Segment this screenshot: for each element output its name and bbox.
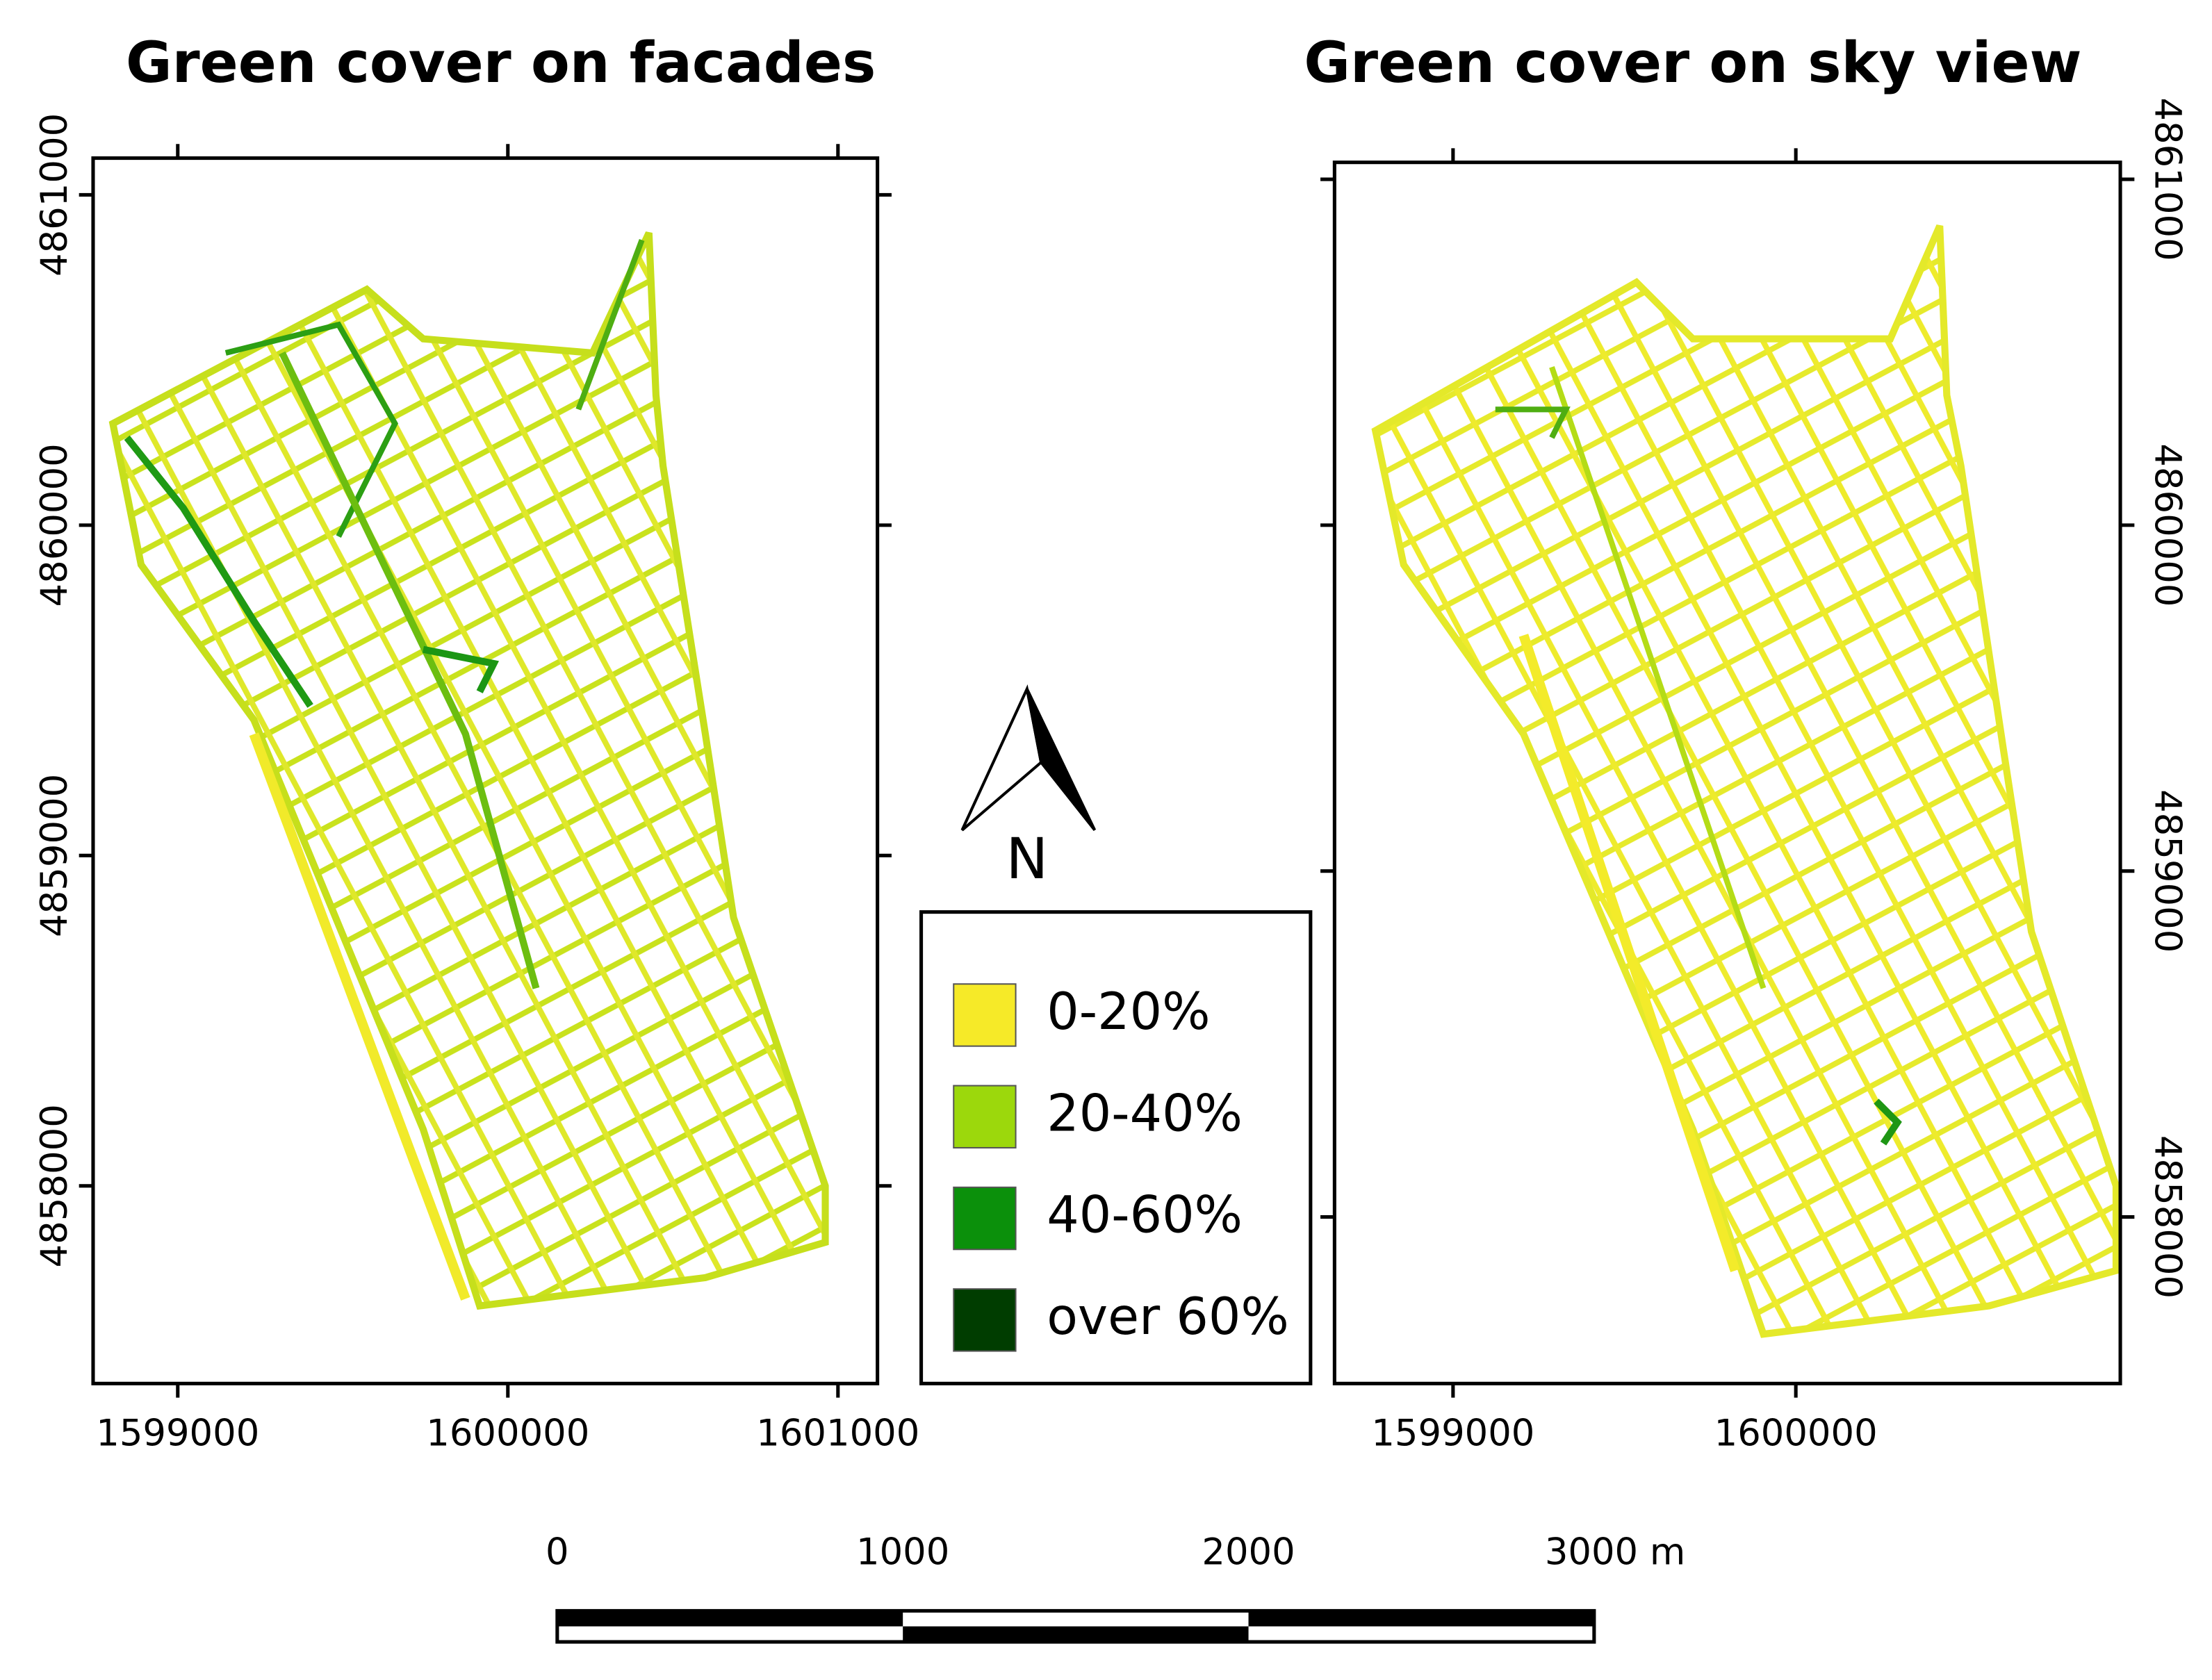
axis-ticks: 1599000 1600000 1601000 4861000 4860000 48590… [33,97,2188,1454]
y-tick-label: 4859000 [33,774,76,937]
scale-label: 1000 [856,1531,949,1573]
scale-label: 2000 [1202,1531,1295,1573]
legend-label: 20-40% [1047,1084,1243,1143]
legend-label: over 60% [1047,1287,1289,1347]
legend-swatch [953,1085,1017,1148]
legend-swatch [953,1288,1017,1352]
x-tick-label: 1599000 [96,1413,259,1455]
x-tick-label: 1600000 [426,1413,589,1455]
legend-swatch [953,1186,1017,1251]
north-arrow: N [960,684,1097,892]
scale-label: 3000 m [1545,1531,1685,1573]
panel-title: Green cover on facades [126,31,876,96]
y-tick-label: 4861000 [33,113,76,277]
legend: 0-20% 20-40% 40-60% over 60% [953,982,1289,1352]
scale-label: 0 [546,1531,569,1573]
y-tick-label: 4861000 [2146,97,2188,261]
legend-swatch [953,983,1017,1047]
legend-label: 0-20% [1047,982,1210,1041]
scale-bar [555,1608,1596,1644]
y-tick-label: 4860000 [33,443,76,607]
y-tick-label: 4858000 [2146,1135,2188,1299]
street-network [108,231,829,1310]
panel-title: Green cover on sky view [1304,31,2081,96]
x-tick-label: 1600000 [1714,1413,1878,1455]
map-frame [91,156,880,1385]
y-tick-label: 4860000 [2146,443,2188,607]
y-tick-label: 4859000 [2146,789,2188,953]
y-tick-label: 4858000 [33,1104,76,1267]
x-tick-label: 1601000 [756,1413,919,1455]
north-label: N [1006,827,1048,892]
street-network [1371,224,2120,1338]
x-tick-label: 1599000 [1371,1413,1534,1455]
legend-label: 40-60% [1047,1186,1243,1245]
map-frame [1332,160,2122,1385]
scale-labels: 0 1000 2000 3000 m [546,1531,1685,1573]
